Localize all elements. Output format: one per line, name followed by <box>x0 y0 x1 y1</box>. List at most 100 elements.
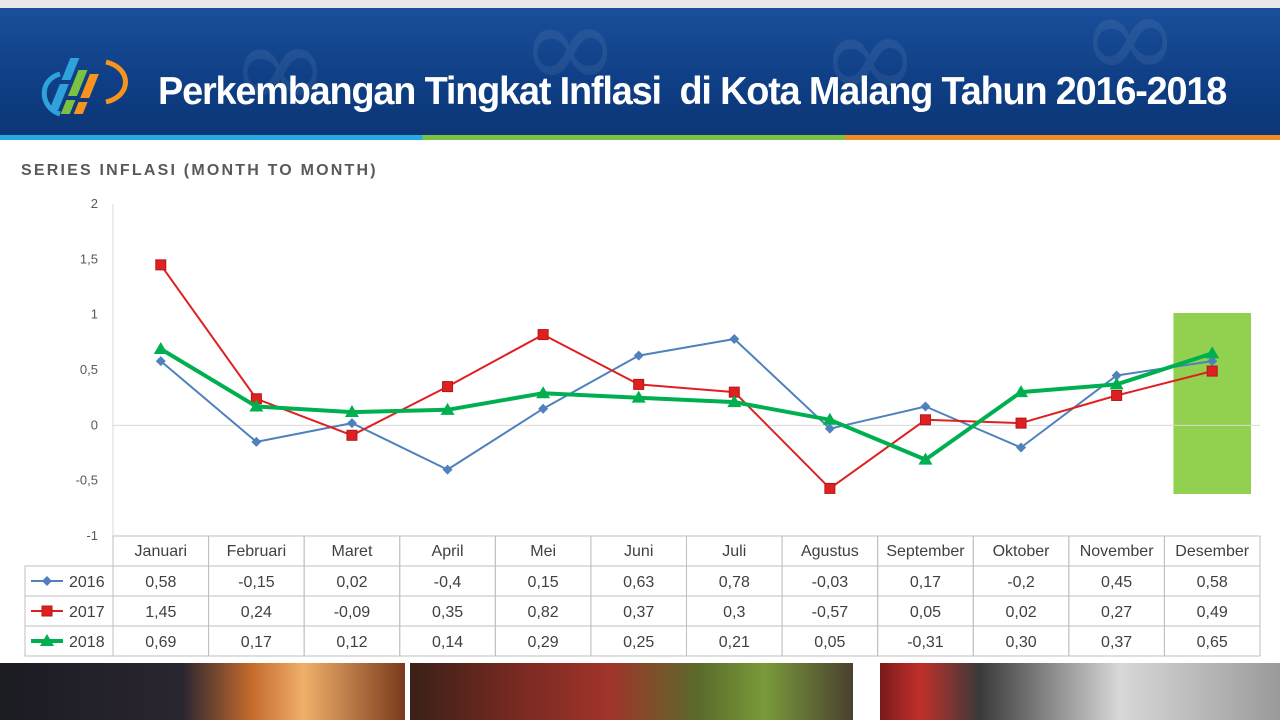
background-decoration: ∞ <box>520 8 620 117</box>
data-label: -0,15 <box>238 574 275 591</box>
data-label: 0,65 <box>1197 634 1228 651</box>
data-label: -0,4 <box>434 574 462 591</box>
data-point-2016 <box>633 350 644 361</box>
data-label: 0,58 <box>1197 574 1228 591</box>
top-strip <box>0 0 1280 8</box>
data-label: 0,05 <box>910 604 941 621</box>
data-point-2017 <box>1111 389 1123 401</box>
data-label: 0,37 <box>623 604 654 621</box>
data-label: 0,02 <box>1005 604 1036 621</box>
y-tick-label: 1 <box>91 307 98 322</box>
legend-label: 2018 <box>69 634 105 651</box>
data-point-2018 <box>153 341 168 354</box>
data-point-2018 <box>440 402 455 415</box>
y-tick-label: -1 <box>86 528 98 543</box>
y-tick-label: 0,5 <box>80 362 98 377</box>
data-label: 0,02 <box>336 574 367 591</box>
data-point-2018 <box>822 412 837 425</box>
data-label: 0,49 <box>1197 604 1228 621</box>
background-decoration: ∞ <box>820 8 920 127</box>
data-point-2016 <box>442 464 453 475</box>
inflation-line-chart: 2 1,5 1 0,5 0 -0,5 -1 Januari Februari Maret Apri… <box>24 196 1261 657</box>
legend-marker <box>41 605 53 617</box>
data-point-2017 <box>919 414 931 426</box>
data-point-2018 <box>249 399 264 412</box>
header-banner: ∞ ∞ ∞ ∞ Perkembangan Tingkat Inflasi di … <box>0 8 1280 135</box>
data-point-2018 <box>536 386 551 399</box>
data-point-2018 <box>631 390 646 403</box>
legend-label: 2017 <box>69 604 105 621</box>
data-label: 0,58 <box>145 574 176 591</box>
table-cell <box>1163 625 1261 657</box>
x-tick-label: Februari <box>227 543 287 560</box>
data-label: 0,25 <box>623 634 654 651</box>
data-label: 0,12 <box>336 634 367 651</box>
data-point-2016 <box>824 423 835 434</box>
series-line-2016 <box>160 338 1213 471</box>
data-point-2016 <box>920 401 931 412</box>
background-decoration: ∞ <box>1080 8 1180 107</box>
data-point-2017 <box>537 329 549 341</box>
data-label: -0,31 <box>907 634 944 651</box>
data-point-2018 <box>1014 385 1029 398</box>
data-point-2016 <box>1111 370 1122 381</box>
data-table: Januari Februari Maret April Mei Juni Juli Agus… <box>24 535 1261 657</box>
chart-subtitle: SERIES INFLASI (MONTH TO MONTH) <box>21 162 378 179</box>
data-point-2017 <box>346 429 358 441</box>
x-tick-label: Desember <box>1175 543 1249 560</box>
data-label: 0,30 <box>1005 634 1036 651</box>
x-tick-label: Juli <box>722 543 746 560</box>
data-point-2017 <box>1015 417 1027 429</box>
photo-fuel <box>880 663 1280 720</box>
data-label: 0,15 <box>528 574 559 591</box>
data-point-2017 <box>1206 365 1218 377</box>
data-point-2017 <box>824 482 836 494</box>
data-point-2016 <box>155 356 166 367</box>
data-label: 0,14 <box>432 634 463 651</box>
data-label: 0,05 <box>814 634 845 651</box>
data-label: -0,57 <box>812 604 849 621</box>
background-decoration: ∞ <box>230 8 330 135</box>
data-label: -0,09 <box>334 604 371 621</box>
x-tick-label: April <box>432 543 464 560</box>
data-label: 0,17 <box>910 574 941 591</box>
data-point-2018 <box>1205 346 1220 359</box>
photo-market <box>410 663 853 720</box>
data-point-2017 <box>442 381 454 393</box>
x-tick-label: Januari <box>135 543 187 560</box>
data-label: 0,27 <box>1101 604 1132 621</box>
data-point-2018 <box>1109 377 1124 390</box>
data-label: 0,69 <box>145 634 176 651</box>
data-point-2018 <box>727 395 742 408</box>
data-label: 0,17 <box>241 634 272 651</box>
data-point-2018 <box>344 405 359 418</box>
x-tick-label: September <box>886 543 965 560</box>
data-label: 0,37 <box>1101 634 1132 651</box>
data-label: 0,21 <box>719 634 750 651</box>
x-tick-label: Mei <box>530 543 556 560</box>
data-label: 0,24 <box>241 604 272 621</box>
x-tick-label: Oktober <box>993 543 1051 560</box>
data-label: 0,3 <box>723 604 745 621</box>
legend-label: 2016 <box>69 574 105 591</box>
data-point-2016 <box>538 403 549 414</box>
data-point-2016 <box>346 418 357 429</box>
y-tick-label: 0 <box>91 417 98 432</box>
x-tick-label: Agustus <box>801 543 859 560</box>
y-tick-label: 1,5 <box>80 251 98 266</box>
page-title: Perkembangan Tingkat Inflasi di Kota Mal… <box>158 70 1227 113</box>
highlight-desember <box>1173 313 1251 494</box>
bps-logo-icon <box>41 58 128 117</box>
data-point-2016 <box>1016 442 1027 453</box>
data-label: 0,29 <box>528 634 559 651</box>
data-point-2017 <box>633 378 645 390</box>
data-point-2016 <box>1207 356 1218 367</box>
data-label: -0,2 <box>1007 574 1035 591</box>
series-line-2017 <box>159 264 1213 490</box>
data-point-2018 <box>918 452 933 465</box>
data-label: 1,45 <box>145 604 176 621</box>
data-label: 0,35 <box>432 604 463 621</box>
data-label: 0,82 <box>528 604 559 621</box>
legend-marker <box>40 634 54 646</box>
x-tick-label: Maret <box>332 543 373 560</box>
